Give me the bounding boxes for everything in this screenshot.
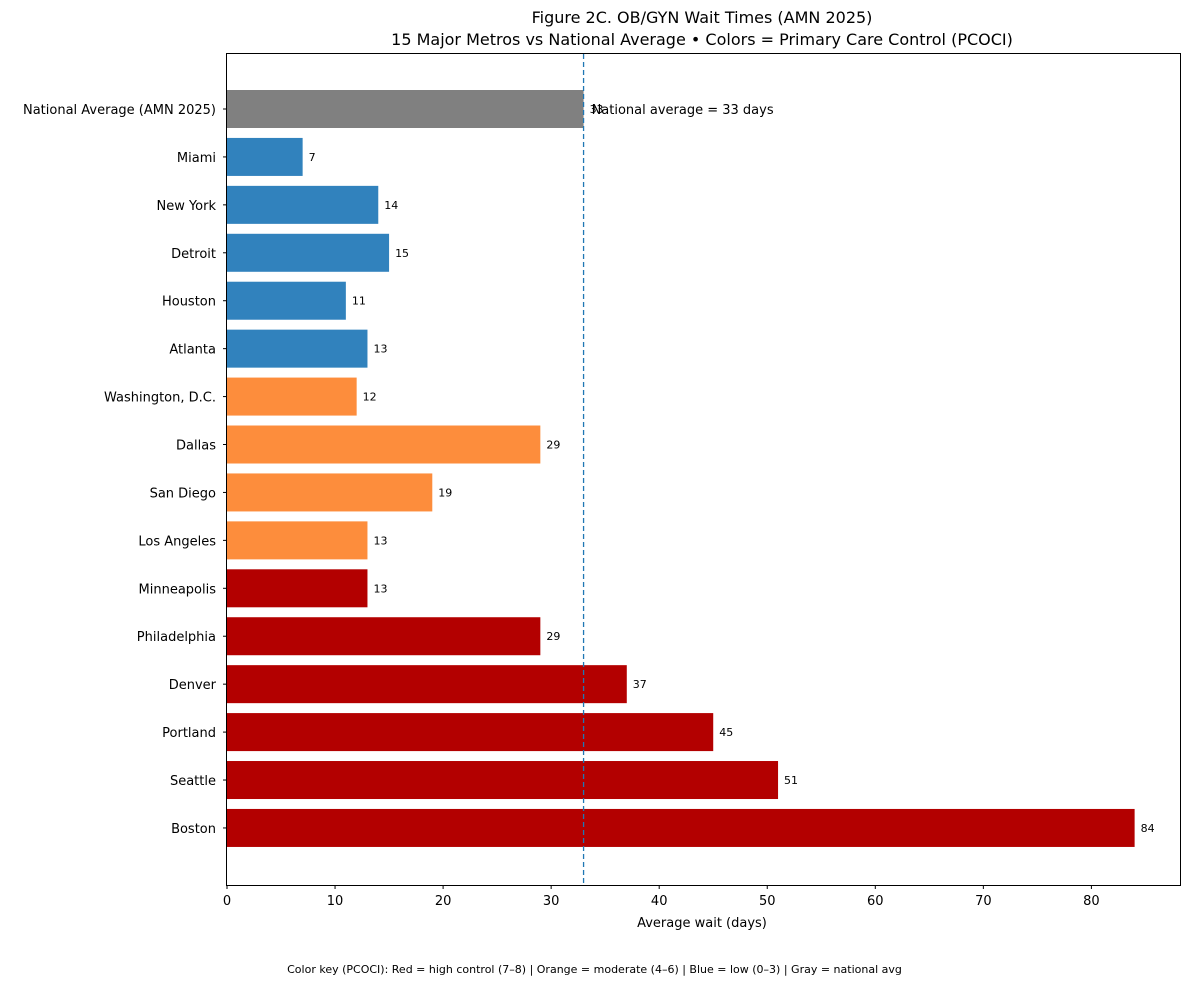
color-key-footnote: Color key (PCOCI): Red = high control (7… (287, 963, 902, 976)
y-tick-label: Detroit (171, 247, 216, 262)
bar-denver (227, 665, 627, 704)
bars-group: 33 7 14 15 11 13 12 29 19 13 13 29 37 45 51 84 (227, 90, 1155, 847)
x-tick-label: 80 (1083, 894, 1100, 909)
bar-value-label: 51 (784, 774, 798, 787)
bar-value-label: 13 (373, 582, 387, 595)
bar-value-label: 84 (1141, 822, 1155, 835)
chart-subtitle: 15 Major Metros vs National Average • Co… (391, 30, 1013, 49)
y-tick-label: Miami (177, 151, 216, 166)
bar-value-label: 29 (546, 630, 560, 643)
bar-detroit (227, 233, 390, 272)
y-tick-label: New York (156, 199, 216, 214)
y-axis: National Average (AMN 2025) Miami New York… (23, 103, 227, 837)
y-tick-label: Washington, D.C. (104, 391, 216, 406)
bar-value-label: 7 (309, 151, 316, 164)
reference-line-group: National average = 33 days (582, 54, 774, 885)
bar-washington-d-c (227, 377, 357, 416)
x-tick-label: 10 (327, 894, 344, 909)
bar-atlanta (227, 329, 368, 368)
bar-value-label: 33 (590, 103, 604, 116)
y-tick-label: Denver (169, 678, 217, 693)
bar-national-average-amn-2025 (227, 90, 584, 128)
bar-new-york (227, 185, 379, 224)
bar-houston (227, 281, 346, 320)
x-tick-label: 40 (651, 894, 668, 909)
y-tick-label: Philadelphia (137, 630, 216, 645)
x-tick-label: 70 (975, 894, 992, 909)
bar-value-label: 13 (373, 343, 387, 356)
bar-san-diego (227, 473, 433, 512)
y-tick-label: Dallas (176, 439, 216, 454)
x-tick-label: 50 (759, 894, 776, 909)
bar-value-label: 19 (438, 486, 452, 499)
bar-seattle (227, 761, 779, 800)
x-tick-label: 20 (435, 894, 452, 909)
bar-value-label: 37 (633, 678, 647, 691)
y-tick-label: Boston (171, 822, 216, 837)
y-tick-label: Atlanta (169, 343, 216, 358)
bar-value-label: 12 (363, 391, 377, 404)
y-tick-label: Los Angeles (138, 534, 216, 549)
bar-los-angeles (227, 521, 368, 560)
national-average-annotation: National average = 33 days (592, 103, 774, 118)
y-tick-label: National Average (AMN 2025) (23, 103, 216, 118)
bar-boston (227, 808, 1135, 847)
bar-value-label: 29 (546, 439, 560, 452)
y-tick-label: Seattle (170, 774, 216, 789)
bar-miami (227, 137, 303, 176)
bar-dallas (227, 425, 541, 464)
x-tick-label: 0 (223, 894, 231, 909)
y-tick-label: Houston (162, 295, 216, 310)
y-tick-label: San Diego (150, 486, 216, 501)
bar-value-label: 15 (395, 247, 409, 260)
bar-philadelphia (227, 617, 541, 656)
bar-value-label: 11 (352, 295, 366, 308)
plot-frame (226, 53, 1181, 886)
x-tick-label: 60 (867, 894, 884, 909)
x-tick-label: 30 (543, 894, 560, 909)
bar-minneapolis (227, 569, 368, 608)
chart-title: Figure 2C. OB/GYN Wait Times (AMN 2025) (532, 8, 873, 27)
y-tick-label: Minneapolis (139, 582, 217, 597)
bar-portland (227, 713, 714, 752)
bar-value-label: 45 (719, 726, 733, 739)
y-tick-label: Portland (162, 726, 216, 741)
bar-value-label: 14 (384, 199, 398, 212)
bar-value-label: 13 (373, 534, 387, 547)
x-axis-title: Average wait (days) (637, 916, 767, 931)
x-axis: 0 10 20 30 40 50 60 70 80 (223, 885, 1100, 909)
